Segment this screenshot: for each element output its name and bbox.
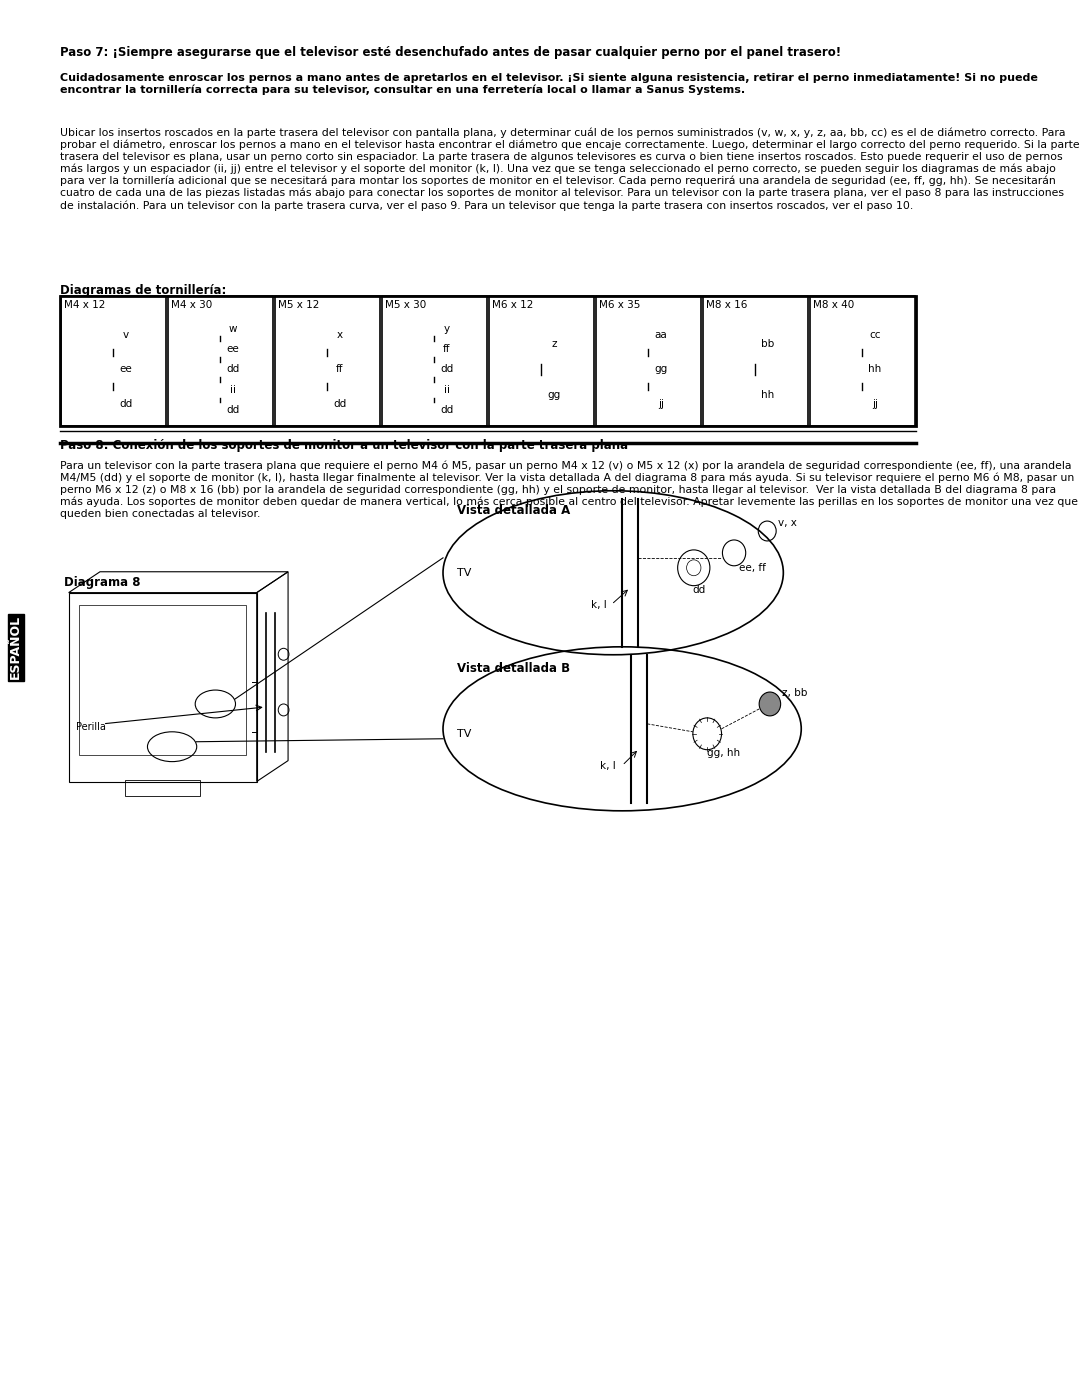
FancyBboxPatch shape xyxy=(381,296,487,426)
Text: v, x: v, x xyxy=(778,518,797,528)
Bar xyxy=(125,780,200,796)
Text: z: z xyxy=(551,339,556,349)
FancyBboxPatch shape xyxy=(810,296,915,426)
Circle shape xyxy=(759,692,781,715)
Text: Vista detallada B: Vista detallada B xyxy=(457,662,570,675)
Text: dd: dd xyxy=(441,365,454,374)
Text: hh: hh xyxy=(761,390,774,400)
Text: Ubicar los insertos roscados en la parte trasera del televisor con pantalla plan: Ubicar los insertos roscados en la parte… xyxy=(59,127,1079,211)
Text: ee, ff: ee, ff xyxy=(739,563,766,573)
Text: w: w xyxy=(229,324,238,334)
Text: dd: dd xyxy=(692,584,705,595)
Text: ESPAÑOL: ESPAÑOL xyxy=(10,615,23,679)
Text: TV: TV xyxy=(457,729,472,739)
Text: ii: ii xyxy=(444,386,450,395)
Text: M8 x 40: M8 x 40 xyxy=(813,300,854,310)
Text: gg: gg xyxy=(548,390,561,400)
Text: Diagramas de tornillería:: Diagramas de tornillería: xyxy=(59,285,226,298)
Text: M6 x 12: M6 x 12 xyxy=(492,300,534,310)
FancyBboxPatch shape xyxy=(596,296,701,426)
Text: gg, hh: gg, hh xyxy=(706,747,740,757)
Text: Vista detallada A: Vista detallada A xyxy=(457,504,570,517)
Text: M5 x 12: M5 x 12 xyxy=(279,300,320,310)
Text: Diagrama 8: Diagrama 8 xyxy=(64,576,140,588)
Text: Paso 7: ¡Siempre asegurarse que el televisor esté desenchufado antes de pasar cu: Paso 7: ¡Siempre asegurarse que el telev… xyxy=(59,46,841,59)
Text: ff: ff xyxy=(336,365,343,374)
Text: Perilla: Perilla xyxy=(76,722,106,732)
Text: aa: aa xyxy=(654,330,667,341)
Text: M4 x 12: M4 x 12 xyxy=(64,300,106,310)
FancyBboxPatch shape xyxy=(60,296,166,426)
FancyBboxPatch shape xyxy=(488,296,594,426)
Text: y: y xyxy=(444,324,450,334)
Text: Cuidadosamente enroscar los pernos a mano antes de apretarlos en el televisor. ¡: Cuidadosamente enroscar los pernos a man… xyxy=(59,73,1038,95)
Text: bb: bb xyxy=(761,339,774,349)
Text: dd: dd xyxy=(226,365,240,374)
Text: dd: dd xyxy=(119,398,133,408)
FancyBboxPatch shape xyxy=(703,296,808,426)
Text: Paso 8: Conexión de los soportes de monitor a un televisor con la parte trasera : Paso 8: Conexión de los soportes de moni… xyxy=(59,439,627,451)
Text: ee: ee xyxy=(120,365,132,374)
Text: v: v xyxy=(123,330,129,341)
Text: k, l: k, l xyxy=(599,760,616,771)
Bar xyxy=(80,605,246,754)
Text: gg: gg xyxy=(654,365,667,374)
Text: jj: jj xyxy=(872,398,878,408)
Text: dd: dd xyxy=(441,405,454,415)
Text: M8 x 16: M8 x 16 xyxy=(706,300,747,310)
Text: TV: TV xyxy=(457,567,471,578)
Text: M5 x 30: M5 x 30 xyxy=(386,300,427,310)
Text: M6 x 35: M6 x 35 xyxy=(599,300,640,310)
Text: ii: ii xyxy=(230,386,235,395)
Text: hh: hh xyxy=(868,365,881,374)
Text: cc: cc xyxy=(869,330,881,341)
Text: z, bb: z, bb xyxy=(782,687,808,698)
Text: x: x xyxy=(337,330,343,341)
Text: Para un televisor con la parte trasera plana que requiere el perno M4 ó M5, pasa: Para un televisor con la parte trasera p… xyxy=(59,461,1078,518)
Text: dd: dd xyxy=(226,405,240,415)
FancyBboxPatch shape xyxy=(274,296,380,426)
Text: ff: ff xyxy=(443,344,450,353)
Text: M4 x 30: M4 x 30 xyxy=(172,300,213,310)
FancyBboxPatch shape xyxy=(167,296,273,426)
Text: ee: ee xyxy=(227,344,240,353)
Text: jj: jj xyxy=(658,398,664,408)
Text: k, l: k, l xyxy=(591,599,607,609)
Text: dd: dd xyxy=(334,398,347,408)
